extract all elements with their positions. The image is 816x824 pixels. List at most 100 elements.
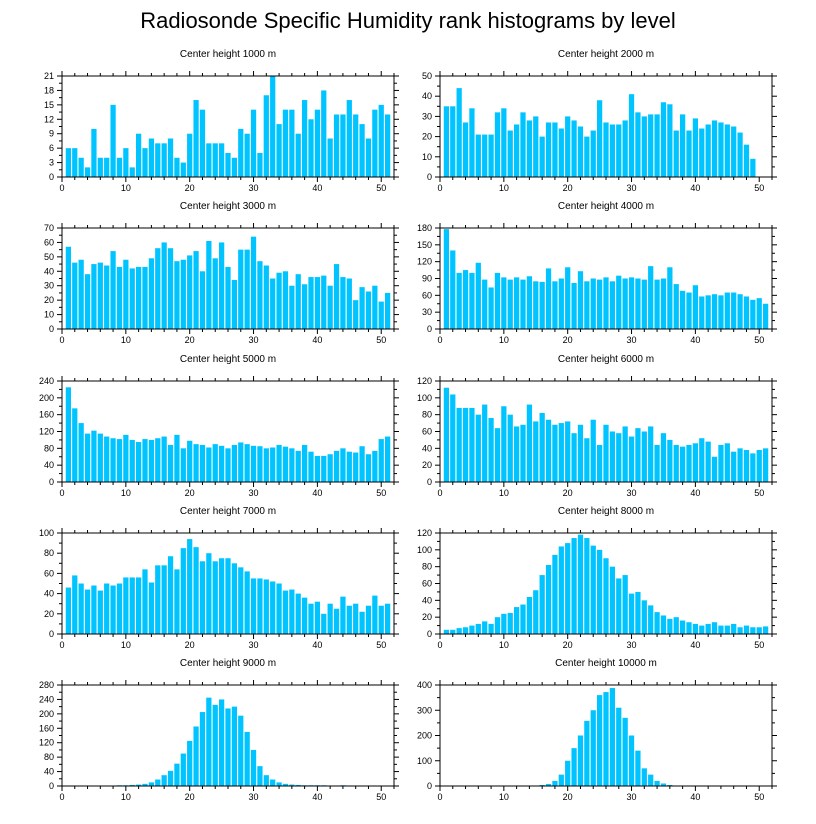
histogram-bar [673, 284, 679, 329]
x-tick-label: 10 [121, 183, 131, 193]
histogram-bar [129, 167, 135, 177]
histogram-bar [609, 688, 616, 786]
histogram-bar [577, 735, 584, 786]
y-tick-label: 3 [49, 158, 54, 168]
histogram-bar [456, 88, 462, 177]
x-tick-label: 30 [627, 335, 637, 345]
histogram-bar [231, 279, 238, 329]
histogram-bar [372, 285, 378, 329]
histogram-bar [199, 271, 206, 329]
histogram-bar [289, 285, 295, 329]
histogram-bar [705, 623, 711, 634]
histogram-bar [155, 143, 161, 177]
histogram-bar [136, 442, 142, 482]
histogram-bar [353, 452, 359, 482]
panel-5: Center height 5000 m 0 10 20 30 40 50 0 40 80 120 1… [39, 354, 399, 498]
histogram-bar [616, 707, 622, 786]
histogram-bar [378, 605, 384, 634]
histogram-bar [148, 138, 155, 177]
histogram-bar [244, 444, 250, 483]
panel-10: Center height 10000 m 0 10 20 30 40 50 0 100 200 3… [417, 658, 777, 802]
histogram-bar [72, 575, 78, 634]
y-tick-label: 200 [39, 709, 54, 719]
histogram-bar [72, 148, 78, 177]
histogram-bar [750, 158, 756, 177]
histogram-bar [282, 590, 289, 634]
panel-title: Center height 1000 m [180, 49, 276, 60]
histogram-bar [378, 301, 384, 329]
histogram-bar [545, 268, 552, 329]
histogram-bar [628, 436, 635, 482]
histogram-bar [187, 740, 193, 786]
histogram-bar [353, 603, 359, 634]
histogram-bar [616, 275, 622, 329]
histogram-bar [225, 448, 231, 482]
y-tick-label: 100 [417, 393, 432, 403]
panel-1: Center height 1000 m 0 10 20 30 40 50 0 3 6 9 12 15 1… [44, 49, 399, 193]
y-tick-label: 90 [422, 274, 432, 284]
histogram-bar [520, 424, 526, 482]
y-tick-label: 60 [422, 427, 432, 437]
histogram-bar [257, 152, 263, 177]
y-tick-label: 0 [427, 477, 432, 487]
histogram-bar [333, 450, 340, 482]
histogram-bar [270, 581, 276, 634]
histogram-bar [686, 292, 692, 329]
histogram-bar [365, 454, 372, 482]
histogram-bar [648, 114, 654, 177]
histogram-bar [686, 130, 692, 177]
histogram-bar [276, 583, 282, 634]
histogram-bar [635, 112, 641, 177]
y-tick-label: 200 [417, 731, 432, 741]
histogram-bar [462, 627, 469, 634]
histogram-bar [545, 783, 552, 786]
x-tick-label: 30 [627, 183, 637, 193]
panel-title: Center height 9000 m [180, 658, 276, 669]
histogram-bar [212, 258, 218, 329]
histogram-bar [193, 547, 199, 634]
histogram-bar [475, 623, 481, 634]
histogram-bar [91, 585, 97, 634]
histogram-bar [475, 262, 481, 329]
histogram-bar [648, 774, 654, 786]
panel-9: Center height 9000 m 0 10 20 30 40 50 0 40 80 120 1… [39, 658, 399, 802]
y-tick-label: 280 [39, 680, 54, 690]
histogram-bar [116, 266, 123, 329]
histogram-bar [711, 120, 718, 177]
histogram-bar [680, 114, 686, 177]
panel-title: Center height 7000 m [180, 506, 276, 517]
histogram-bar [206, 240, 212, 329]
histogram-bar [750, 627, 756, 634]
x-tick-label: 30 [249, 335, 259, 345]
x-tick-label: 10 [499, 488, 509, 498]
histogram-bar [219, 699, 225, 786]
histogram-bar [450, 394, 456, 482]
histogram-bar [161, 242, 167, 329]
histogram-bar [244, 133, 250, 177]
histogram-bar [603, 692, 609, 786]
histogram-bar [250, 109, 257, 177]
x-tick-label: 40 [690, 640, 700, 650]
histogram-bar [724, 124, 730, 177]
histogram-bar [705, 124, 711, 177]
histogram-bar [507, 279, 513, 329]
histogram-bar [340, 448, 346, 482]
histogram-bar [622, 120, 628, 177]
y-tick-label: 120 [39, 738, 54, 748]
histogram-bar [167, 138, 174, 177]
histogram-bar [167, 444, 174, 482]
histogram-bar [282, 783, 289, 786]
histogram-bar [78, 157, 84, 177]
histogram-bar [514, 426, 520, 482]
histogram-bar [238, 249, 244, 329]
y-tick-label: 60 [44, 237, 54, 247]
histogram-bar [641, 600, 647, 634]
histogram-bar [97, 157, 103, 177]
histogram-bar [385, 114, 391, 177]
histogram-bar [372, 595, 378, 634]
histogram-bar [456, 407, 462, 482]
x-tick-label: 50 [376, 792, 386, 802]
histogram-bar [584, 281, 590, 329]
histogram-bar [501, 277, 507, 329]
histogram-bar [308, 119, 314, 177]
